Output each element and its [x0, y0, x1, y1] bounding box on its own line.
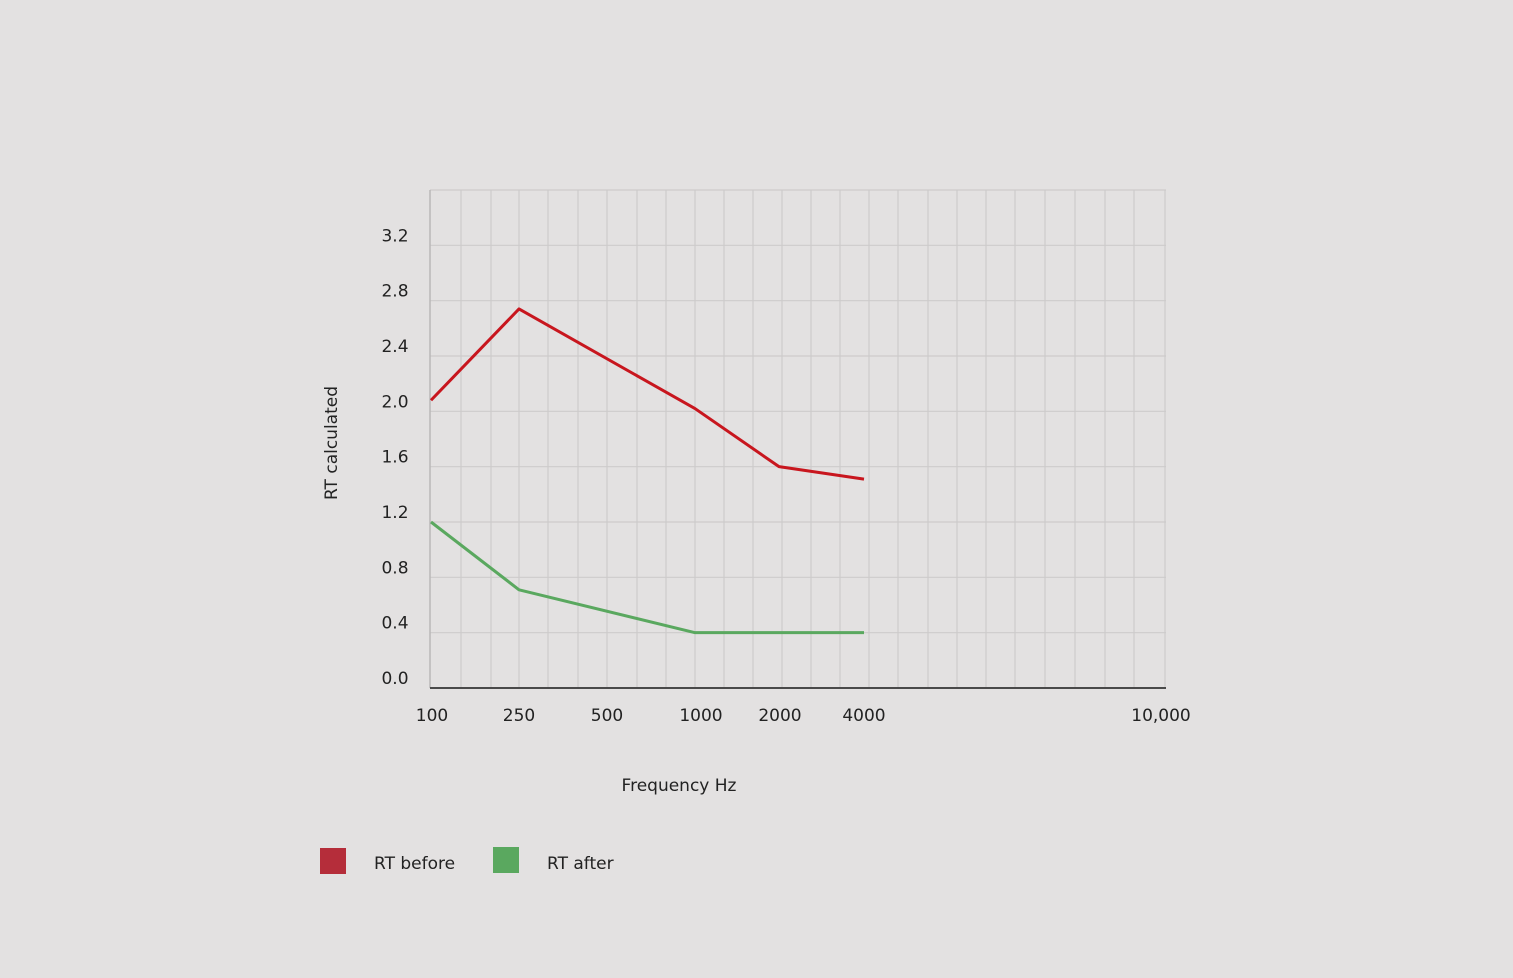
- x-tick-label: 4000: [842, 706, 885, 726]
- x-tick-label: 250: [503, 706, 535, 726]
- tick-labels: 0.0 0.4 0.8 1.2 1.6 2.0 2.4 2.8 3.2 100 250 500 1000…: [381, 226, 1190, 726]
- legend-swatch-rt-before: [320, 848, 346, 874]
- y-tick-label: 0.0: [381, 669, 408, 689]
- legend-swatch-rt-after: [493, 847, 519, 873]
- y-tick-label: 1.2: [381, 503, 408, 523]
- x-tick-label: 500: [591, 706, 623, 726]
- y-tick-label: 3.2: [381, 226, 408, 246]
- x-tick-label: 2000: [758, 706, 801, 726]
- x-tick-label: 10,000: [1131, 706, 1190, 726]
- y-axis-label: RT calculated: [322, 386, 342, 500]
- y-tick-label: 2.8: [381, 282, 408, 302]
- y-tick-label: 1.6: [381, 448, 408, 468]
- legend: RT before RT after: [320, 847, 614, 874]
- grid: [430, 190, 1166, 688]
- series: [431, 309, 864, 633]
- legend-label-rt-before: RT before: [374, 854, 455, 874]
- legend-label-rt-after: RT after: [547, 854, 614, 874]
- y-tick-label: 2.0: [381, 392, 408, 412]
- y-tick-label: 0.8: [381, 558, 408, 578]
- x-tick-label: 1000: [679, 706, 722, 726]
- x-tick-label: 100: [416, 706, 448, 726]
- y-tick-label: 0.4: [381, 614, 408, 634]
- series-line-rt-before: [431, 309, 864, 479]
- y-tick-label: 2.4: [381, 337, 408, 357]
- axes: [430, 190, 1166, 688]
- x-axis-label: Frequency Hz: [622, 776, 737, 796]
